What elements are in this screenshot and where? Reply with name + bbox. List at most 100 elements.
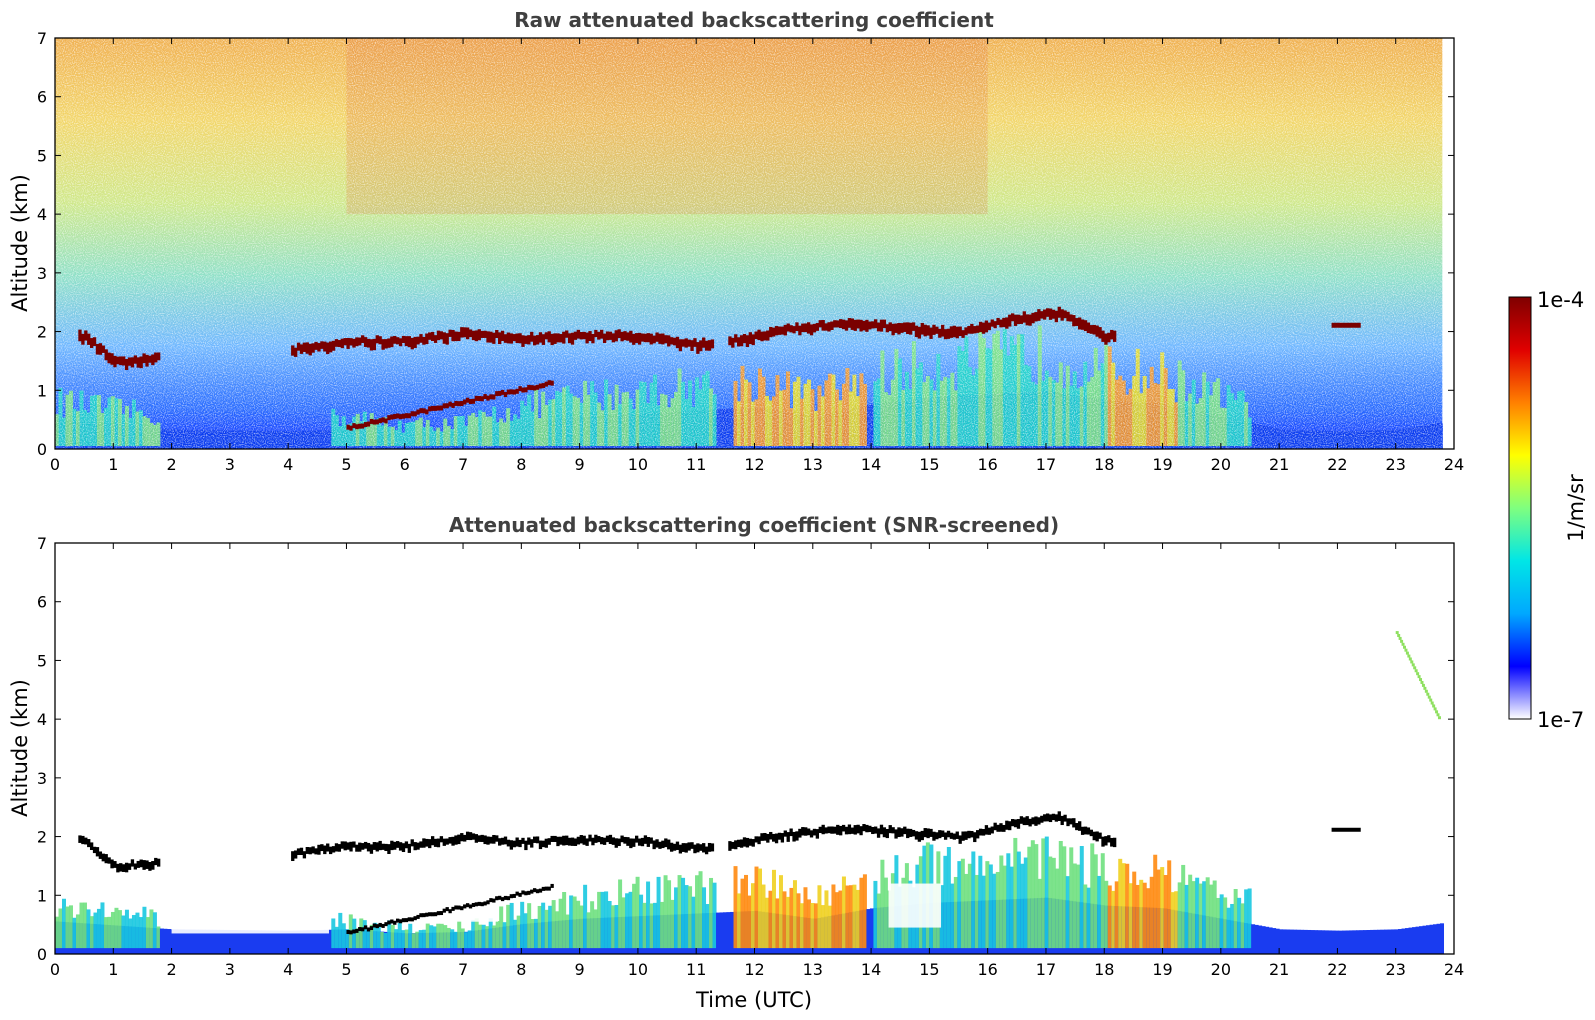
snr-bl-column <box>1429 924 1434 954</box>
snr-cloud-cell <box>914 831 919 840</box>
snr-cloud-cell <box>349 930 353 935</box>
raw-cloud-cell <box>675 336 680 349</box>
raw-panel-title: Raw attenuated backscattering coefficien… <box>514 8 994 32</box>
snr-cloud-cell <box>509 894 513 899</box>
snr-cloud-cell <box>798 828 802 838</box>
snr-cloud-cell <box>361 843 365 850</box>
snr-plume-column <box>565 914 570 949</box>
snr-plume-column <box>712 882 717 949</box>
snr-plume-column <box>981 875 986 949</box>
snr-plume-column <box>740 878 745 949</box>
raw-cloud-cell <box>961 330 965 338</box>
raw-cloud-cell <box>477 329 481 341</box>
raw-cloud-cell <box>381 417 385 423</box>
snr-cloud-cell <box>436 838 441 848</box>
snr-cloud-cell <box>460 833 464 842</box>
raw-cloud-cell <box>416 409 420 415</box>
snr-plume-column <box>338 912 343 949</box>
snr-cloud-cell <box>1013 819 1018 828</box>
snr-cloud-cell <box>856 824 860 834</box>
snr-plume-column <box>1174 891 1179 949</box>
snr-cloud-cell <box>495 835 499 842</box>
raw-cloud-cell <box>981 322 986 334</box>
snr-cloud-cell <box>352 841 356 848</box>
snr-cloud-cell <box>521 890 525 895</box>
raw-cloud-cell <box>468 399 473 405</box>
snr-cloud-cell <box>637 838 642 846</box>
snr-plume-column <box>702 887 707 949</box>
snr-cloud-cell <box>352 929 356 934</box>
snr-x-tick-label: 6 <box>400 960 410 979</box>
raw-cloud-cell <box>532 385 537 391</box>
snr-high-speck <box>1429 698 1433 702</box>
snr-cloud-cell <box>949 832 954 839</box>
snr-high-speck <box>1436 713 1440 717</box>
snr-cloud-cell <box>1002 824 1006 832</box>
raw-cloud-cell <box>824 323 828 331</box>
raw-cloud-cell <box>492 394 496 400</box>
raw-cloud-cell <box>500 330 505 341</box>
snr-cloud-cell <box>990 826 994 834</box>
snr-bl-column <box>215 929 220 954</box>
snr-cloud-cell <box>291 851 295 862</box>
snr-plume-column <box>1072 863 1077 949</box>
snr-plume-column <box>988 864 993 949</box>
snr-plume-column <box>1013 837 1018 949</box>
snr-cloud-cell <box>917 831 922 842</box>
snr-bl-column <box>289 930 294 954</box>
raw-cloud-cell <box>87 333 91 345</box>
snr-plume-column <box>778 875 783 949</box>
snr-plume-column <box>1125 863 1130 949</box>
snr-bl-column <box>1398 929 1403 954</box>
snr-cloud-cell <box>425 838 429 847</box>
snr-plume-column <box>1149 876 1154 949</box>
raw-cloud-cell <box>509 389 513 395</box>
snr-bl-column <box>1415 926 1420 954</box>
snr-high-speck <box>1398 636 1402 640</box>
snr-cloud-cell <box>681 843 685 852</box>
snr-cloud-cell <box>582 835 586 845</box>
snr-plume-column <box>806 899 811 949</box>
raw-cloud-cell <box>1045 308 1050 317</box>
snr-plume-column <box>1111 890 1116 949</box>
raw-cloud-cell <box>777 326 782 335</box>
snr-cloud-cell <box>1025 816 1029 826</box>
raw-cloud-cell <box>553 333 557 344</box>
snr-x-tick-label: 9 <box>575 960 585 979</box>
snr-cloud-cell <box>302 851 307 859</box>
raw-cloud-cell <box>611 333 615 343</box>
raw-cloud-cell <box>920 322 924 335</box>
snr-bl-column <box>271 930 276 954</box>
snr-plume-column <box>1170 892 1175 949</box>
snr-plume-column <box>537 905 542 949</box>
snr-bl-column <box>1324 930 1329 954</box>
raw-cloud-cell <box>84 330 88 341</box>
snr-bl-column <box>247 930 252 954</box>
raw-x-tick-label: 18 <box>1094 455 1114 474</box>
snr-plume-column <box>1139 879 1144 949</box>
snr-bl-column <box>320 929 325 954</box>
snr-plume-column <box>625 893 630 949</box>
snr-bl-column <box>159 928 164 954</box>
raw-cloud-cell <box>355 424 359 430</box>
snr-plume-column <box>614 905 619 949</box>
snr-plume-column <box>1219 894 1224 949</box>
raw-x-tick-label: 6 <box>400 455 410 474</box>
raw-cloud-cell <box>655 332 659 342</box>
raw-cloud-cell <box>326 342 330 355</box>
raw-cloud-cell <box>465 397 470 403</box>
snr-cloud-cell <box>710 843 715 852</box>
snr-cloud-cell <box>789 828 793 837</box>
snr-x-tick-label: 18 <box>1094 960 1114 979</box>
snr-cloud-cell <box>442 908 446 913</box>
snr-plume-column <box>145 917 150 949</box>
snr-bl-column <box>317 930 322 954</box>
snr-plume-column <box>653 902 658 949</box>
snr-cloud-cell <box>369 844 374 854</box>
raw-cloud-cell <box>404 336 409 347</box>
snr-plume-column <box>1037 878 1042 949</box>
snr-cloud-cell <box>416 914 420 919</box>
snr-bl-column <box>1254 924 1259 954</box>
snr-cloud-cell <box>696 843 700 853</box>
raw-cloud-cell <box>133 355 138 364</box>
